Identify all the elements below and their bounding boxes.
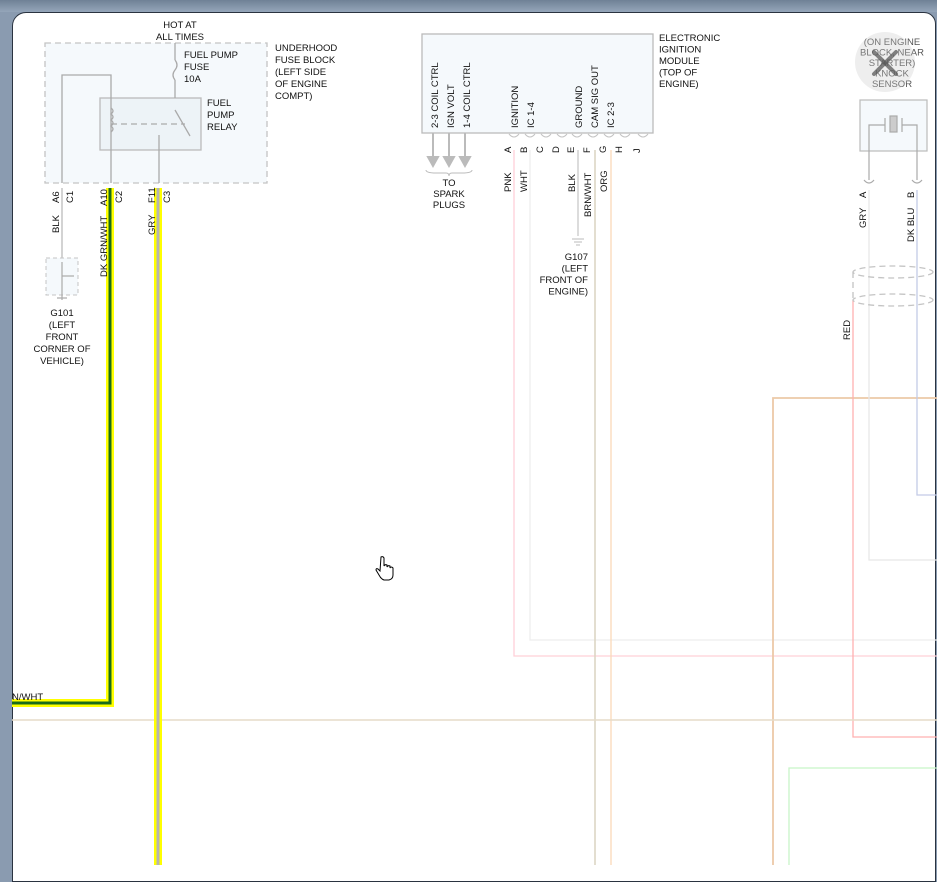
- pin-a6: A6: [51, 191, 62, 203]
- wire-label-pnk: PNK: [503, 172, 514, 192]
- connector-cavity: [571, 133, 583, 138]
- eim-pin-e: E: [566, 147, 577, 153]
- wire-label-brn-wht: BRN/WHT: [583, 172, 594, 217]
- eim-pin-a: A: [503, 146, 514, 153]
- g107-label: G107 (LEFT FRONT OF ENGINE): [540, 252, 589, 298]
- wire-pnk: [513, 150, 937, 657]
- hand-pointer-icon: [375, 556, 394, 581]
- pin-function-ignition: IGNITION: [510, 86, 521, 128]
- wire-label-blk: BLK: [567, 173, 578, 192]
- wire-label-gry: GRY: [147, 214, 158, 235]
- ignition-module-box: [421, 33, 654, 134]
- pin-function-2-3-coil-ctrl: 2-3 COIL CTRL: [430, 62, 441, 128]
- wire-label-dk-grn-wht: DK GRN/WHT: [99, 216, 110, 277]
- knock-pin-b: B: [906, 192, 917, 198]
- connector-cavity: [556, 133, 568, 138]
- spark-plugs-label: TO SPARK PLUGS: [433, 178, 466, 211]
- connector-cavity: [508, 133, 520, 138]
- wire-label-blk: BLK: [51, 214, 62, 233]
- connector-cavity: [603, 133, 615, 138]
- wire-red: [852, 300, 937, 738]
- hot-at-all-times-label: HOT AT ALL TIMES: [156, 20, 204, 43]
- eim-pin-j: J: [632, 148, 643, 153]
- connector-cavity: [524, 133, 536, 138]
- close-icon: [872, 50, 898, 76]
- wire-label-n-wht: N/WHT: [12, 692, 43, 703]
- wire-green: [788, 767, 937, 865]
- connector-cavity: [637, 133, 649, 138]
- wire-label-dk-blu: DK BLU: [906, 208, 917, 242]
- knock-sensor-label: (ON ENGINEBLOCK, NEARSTARTER)KNOCKSENSOR: [860, 37, 924, 90]
- wire-wht: [529, 150, 937, 641]
- wire-label-red: RED: [842, 320, 853, 340]
- pin-function-ign-volt: IGN VOLT: [446, 84, 457, 128]
- pin-function-cam-sig-out: CAM SIG OUT: [590, 65, 601, 128]
- wire-tan-orange: [772, 397, 937, 865]
- pin-c1: C1: [65, 191, 76, 203]
- connector-cavity: [619, 133, 631, 138]
- knock-pin-a: A: [858, 191, 869, 198]
- pin-c2: C2: [114, 191, 125, 203]
- eim-pin-c: C: [535, 146, 546, 153]
- wire-label-gry-knock: GRY: [858, 207, 869, 228]
- fuel-pump-fuse-label: FUEL PUMP FUSE 10A: [184, 50, 238, 85]
- eim-pin-b: B: [519, 147, 530, 153]
- g101-label: G101 (LEFT FRONT CORNER OF VEHICLE): [34, 308, 91, 367]
- eim-pin-h: H: [614, 146, 625, 153]
- pin-a10: A10: [99, 189, 110, 206]
- wire-dk-blu: [916, 190, 937, 496]
- wire-label-org: ORG: [599, 170, 610, 192]
- pin-function-ic-1-4: IC 1-4: [526, 102, 537, 128]
- connector-cavity: [587, 133, 599, 138]
- fuel-pump-relay-label: FUEL PUMP RELAY: [207, 98, 238, 133]
- wire-label-wht: WHT: [519, 170, 530, 192]
- eim-pin-g: G: [598, 146, 609, 153]
- underhood-fuse-block-label: UNDERHOOD FUSE BLOCK (LEFT SIDE OF ENGINE CO…: [275, 43, 337, 102]
- ignition-module-label: ELECTRONIC IGNITION MODULE (TOP OF ENGINE): [659, 33, 720, 90]
- pin-f11: F11: [147, 187, 158, 203]
- viewer-frame: [0, 0, 937, 12]
- pin-function-ic-2-3: IC 2-3: [606, 102, 617, 128]
- wire-gry-knock: [868, 190, 937, 561]
- pin-c3: C3: [162, 191, 173, 203]
- eim-pin-f: F: [582, 147, 593, 153]
- connector-cavity: [540, 133, 552, 138]
- eim-pin-d: D: [551, 146, 562, 153]
- pin-function-1-4-coil-ctrl: 1-4 COIL CTRL: [462, 62, 473, 128]
- close-button[interactable]: [855, 32, 915, 92]
- pin-function-ground: GROUND: [574, 86, 585, 128]
